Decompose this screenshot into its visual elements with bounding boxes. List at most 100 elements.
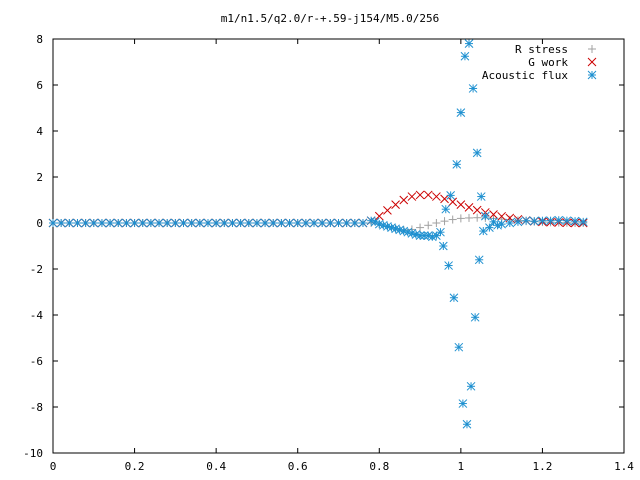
data-point: [358, 218, 368, 228]
data-point: [458, 399, 468, 408]
data-point: [415, 231, 425, 241]
data-point: [317, 218, 327, 228]
plot-frame: [52, 38, 625, 454]
data-point: [179, 218, 188, 228]
data-point: [260, 218, 270, 228]
data-point: [489, 210, 498, 219]
legend-label: Acoustic flux: [482, 69, 568, 82]
data-point: [474, 255, 484, 265]
data-point: [432, 192, 441, 201]
data-point: [236, 218, 245, 228]
data-point: [538, 216, 547, 226]
data-point: [56, 218, 66, 228]
data-point: [562, 216, 572, 226]
data-point: [171, 218, 180, 228]
chart-title: m1/n1.5/q2.0/r-+.59-j154/M5.0/256: [221, 12, 440, 25]
legend-marker: [587, 57, 597, 67]
y-tick-label: 2: [36, 171, 43, 184]
data-point: [154, 218, 164, 228]
data-point: [546, 216, 555, 226]
data-point: [423, 190, 433, 200]
y-tick-label: 4: [36, 125, 43, 138]
data-point: [228, 218, 237, 228]
x-tick-label: 1.4: [614, 460, 634, 473]
data-point: [473, 213, 482, 222]
data-point: [81, 218, 90, 228]
series-acoustic-flux: [48, 39, 588, 429]
data-point: [454, 342, 464, 352]
data-point: [244, 218, 254, 228]
data-point: [468, 84, 478, 93]
data-point: [470, 312, 480, 322]
data-point: [465, 213, 474, 222]
data-point: [407, 192, 417, 201]
data-point: [456, 108, 466, 117]
data-point: [432, 219, 441, 227]
data-point: [424, 221, 433, 230]
data-point: [293, 218, 303, 228]
data-point: [480, 211, 490, 221]
data-point: [456, 214, 465, 223]
y-tick-label: -2: [30, 263, 43, 276]
data-point: [529, 216, 539, 226]
data-point: [444, 261, 453, 270]
data-point: [472, 205, 482, 215]
data-point: [391, 200, 400, 209]
data-point: [89, 218, 99, 228]
data-point: [73, 218, 82, 228]
data-point: [485, 223, 494, 232]
x-tick-label: 1: [458, 460, 465, 473]
data-point: [497, 219, 506, 229]
data-point: [449, 293, 459, 303]
data-point: [415, 190, 425, 200]
data-point: [122, 218, 131, 228]
y-tick-label: 0: [36, 217, 43, 230]
data-point: [466, 381, 476, 391]
data-point: [64, 218, 74, 228]
data-point: [195, 218, 205, 228]
data-point: [252, 218, 262, 228]
data-point: [464, 203, 474, 212]
data-point: [513, 217, 523, 227]
series-g-work: [48, 190, 588, 228]
y-tick-label: -6: [30, 355, 43, 368]
data-point: [472, 148, 482, 158]
y-tick-label: 8: [36, 33, 43, 46]
data-point: [438, 241, 448, 251]
data-point: [460, 51, 470, 61]
series-r-stress: [49, 213, 588, 234]
data-point: [440, 194, 449, 204]
data-point: [277, 218, 286, 228]
data-point: [219, 218, 229, 228]
data-point: [464, 39, 474, 48]
legend-label: G work: [528, 56, 568, 69]
x-tick-label: 0.8: [369, 460, 389, 473]
data-point: [268, 218, 278, 228]
data-point: [446, 191, 456, 200]
x-tick-label: 1.2: [532, 460, 552, 473]
y-tick-label: -10: [23, 447, 43, 460]
x-tick-label: 0.4: [206, 460, 226, 473]
data-point: [436, 227, 445, 237]
data-point: [440, 217, 449, 226]
data-point: [462, 419, 472, 429]
data-point: [138, 218, 148, 228]
x-tick-label: 0.6: [288, 460, 308, 473]
data-point: [441, 204, 451, 214]
y-tick-label: 6: [36, 79, 43, 92]
legend-marker: [588, 45, 596, 53]
data-point: [448, 215, 457, 224]
data-point: [285, 218, 294, 228]
data-point: [309, 218, 319, 228]
x-tick-label: 0.2: [125, 460, 145, 473]
data-point: [370, 217, 380, 227]
data-point: [342, 218, 352, 228]
x-tick-label: 0: [50, 460, 57, 473]
data-point: [476, 192, 486, 201]
data-point: [505, 218, 515, 228]
data-point: [456, 200, 466, 209]
data-point: [497, 211, 506, 221]
legend-label: R stress: [515, 43, 568, 56]
